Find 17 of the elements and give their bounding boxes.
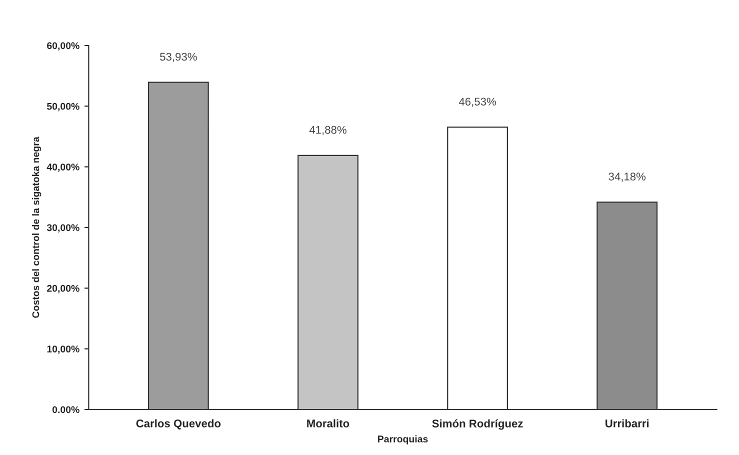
y-tick-label: 0.00%: [52, 406, 80, 414]
y-tick-label: 30,00%: [46, 224, 80, 233]
x-tick-label: Carlos Quevedo: [136, 419, 221, 430]
data-label: 41,88%: [309, 126, 346, 136]
y-tick-label: 50,00%: [46, 102, 80, 112]
data-label: 46,53%: [458, 98, 496, 107]
y-tick-label: 20,00%: [47, 284, 80, 294]
y-tick-label: 40,00%: [46, 164, 80, 172]
x-tick-label: Urribarri: [606, 419, 649, 428]
x-tick-label: Simón Rodríguez: [432, 419, 523, 430]
y-tick-label: 60,00%: [47, 42, 80, 51]
data-label: 53,93%: [160, 52, 197, 62]
y-axis-title: Costos del control de la sigatoka negra: [32, 136, 42, 318]
y-tick-label: 10,00%: [47, 346, 80, 354]
data-label: 34,18%: [608, 172, 646, 182]
x-tick-label: Moralito: [307, 419, 350, 428]
x-axis-title: Parroquias: [378, 435, 428, 444]
